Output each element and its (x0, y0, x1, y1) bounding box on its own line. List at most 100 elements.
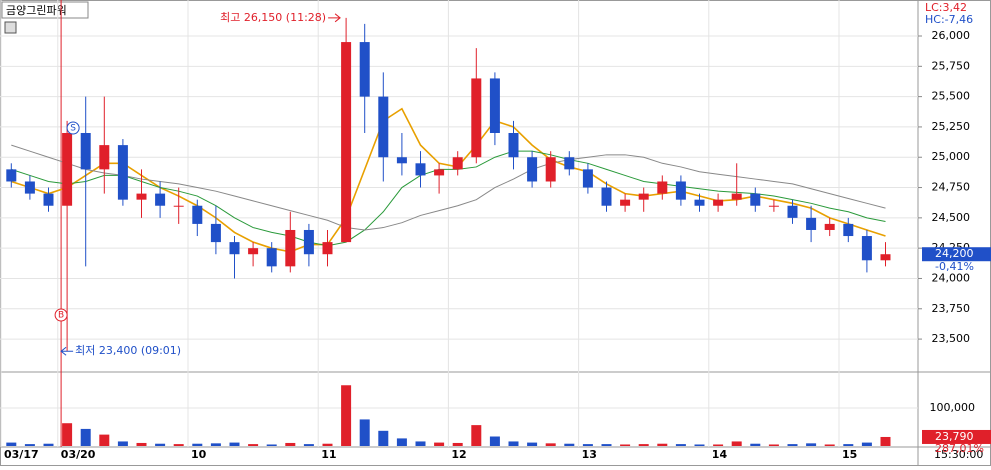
candle-body (43, 193, 54, 206)
x-tick-label: 14 (712, 448, 728, 461)
candle-body (787, 205, 798, 218)
volume-bar (303, 444, 314, 446)
volume-bar (713, 444, 724, 446)
volume-bar (396, 438, 407, 446)
current-price: 24,200 (935, 247, 974, 260)
volume-bar (415, 441, 426, 446)
volume-bar (155, 443, 166, 446)
y-tick-label: 23,750 (932, 302, 971, 315)
volume-bar (806, 443, 817, 446)
candle-body (657, 181, 668, 194)
candle-body (62, 132, 73, 206)
y-tick-label: 24,000 (932, 271, 971, 284)
volume-bar (787, 444, 798, 446)
candle-body (806, 217, 817, 230)
volume-bar (173, 444, 184, 446)
volume-bar (285, 442, 296, 446)
candle-body (508, 132, 519, 158)
candle-body (768, 205, 779, 207)
volume-bar (99, 434, 110, 446)
volume-bar (80, 428, 91, 446)
candle-body (6, 169, 17, 182)
sell-marker: S (70, 124, 76, 134)
candle-body (24, 181, 35, 194)
volume-bar (527, 442, 538, 446)
chart-title: 금양그린파워 (6, 4, 67, 17)
candle-body (303, 229, 314, 255)
candle-body (80, 132, 91, 170)
y-tick-label: 25,750 (932, 59, 971, 72)
x-tick-label: 15 (842, 448, 857, 461)
volume-bar (638, 444, 649, 446)
time-label: 15:30:00 (934, 448, 983, 461)
volume-bar (43, 443, 54, 446)
low-note: 최저 23,400 (09:01) (75, 344, 181, 357)
y-tick-label: 23,500 (932, 332, 971, 345)
volume-bar (489, 436, 500, 446)
candle-body (378, 96, 389, 158)
lc-label: LC:3,42 (925, 1, 967, 14)
y-tick-label: 25,500 (932, 90, 971, 103)
y-tick-label: 24,750 (932, 181, 971, 194)
sell-marker-bg (66, 121, 80, 135)
candle-body (341, 42, 352, 243)
candle-body (601, 187, 612, 206)
volume-bar (229, 442, 240, 446)
candle-body (173, 205, 184, 207)
candle-body (750, 193, 761, 206)
candle-body (824, 223, 835, 230)
volume-bar (62, 423, 73, 446)
volume-bar (824, 444, 835, 446)
candle-body (99, 145, 110, 170)
candle-body (861, 236, 872, 261)
volume-bar (136, 442, 147, 446)
candle-body (620, 199, 631, 206)
candle-body (582, 169, 593, 188)
volume-bar (843, 444, 854, 446)
volume-bar (694, 444, 705, 446)
candle-body (843, 223, 854, 237)
volume-bar (210, 443, 221, 446)
candle-body (675, 181, 686, 200)
volume-bar (508, 441, 519, 446)
candle-body (638, 193, 649, 200)
low-arrow (60, 346, 74, 356)
candle-body (731, 193, 742, 200)
candle-body (564, 157, 575, 170)
candle-body (880, 254, 891, 261)
volume-bar (452, 442, 463, 446)
candle-body (229, 242, 240, 255)
volume-bar (861, 442, 872, 446)
volume-bar (6, 442, 17, 446)
menu-icon[interactable] (4, 21, 17, 34)
volume-bar (378, 430, 389, 446)
current-price-box (922, 247, 991, 262)
candle-body (415, 163, 426, 176)
hc-label: HC:-7,46 (925, 13, 973, 26)
current-volume: 23,790 (935, 430, 974, 443)
volume-bar (564, 443, 575, 446)
y-tick-label: 24,500 (932, 211, 971, 224)
moving-average (11, 150, 886, 247)
volume-bar (322, 443, 333, 446)
candle-body (694, 199, 705, 206)
current-change: -0,41% (935, 260, 974, 273)
high-arrow (328, 13, 341, 23)
volume-bar (545, 443, 556, 446)
volume-bar (675, 444, 686, 446)
candle-body (452, 157, 463, 170)
moving-average (11, 144, 886, 231)
candle-body (489, 78, 500, 133)
current-volume-box (922, 429, 991, 444)
volume-bar (359, 419, 370, 446)
volume-bar (750, 443, 761, 446)
candle-body (713, 199, 724, 206)
candle-body (155, 193, 166, 206)
candle-body (322, 242, 333, 255)
volume-bar (657, 443, 668, 446)
volume-change: 287,01% (935, 442, 984, 455)
volume-bar (601, 444, 612, 446)
y-tick-label: 25,250 (932, 120, 971, 133)
y-tick-label: 26,000 (932, 29, 971, 42)
